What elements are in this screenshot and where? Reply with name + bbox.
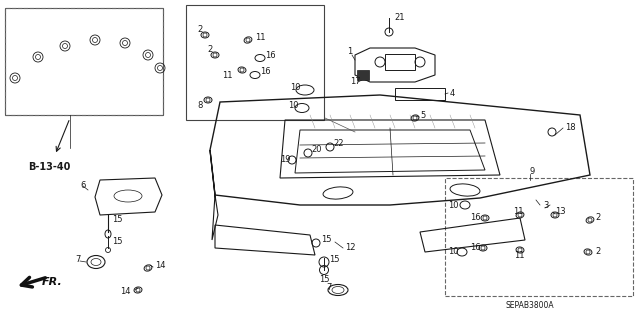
Text: B-13-40: B-13-40 bbox=[28, 162, 70, 172]
Text: 16: 16 bbox=[470, 213, 481, 222]
Text: 11: 11 bbox=[514, 250, 525, 259]
Text: 13: 13 bbox=[555, 207, 566, 217]
Text: 10: 10 bbox=[288, 101, 298, 110]
Text: 21: 21 bbox=[394, 13, 404, 23]
Text: 2: 2 bbox=[595, 248, 600, 256]
Text: 11: 11 bbox=[222, 70, 232, 79]
Text: 12: 12 bbox=[345, 243, 355, 253]
Text: 2: 2 bbox=[207, 46, 212, 55]
Text: 16: 16 bbox=[260, 68, 271, 77]
Bar bbox=[5, 8, 163, 115]
Text: 15: 15 bbox=[329, 256, 339, 264]
Text: 8: 8 bbox=[197, 100, 202, 109]
Text: 10: 10 bbox=[448, 248, 458, 256]
Text: 10: 10 bbox=[290, 84, 301, 93]
Text: 5: 5 bbox=[420, 110, 425, 120]
Text: 7: 7 bbox=[75, 256, 81, 264]
Text: 10: 10 bbox=[448, 201, 458, 210]
Text: SEPAB3800A: SEPAB3800A bbox=[505, 300, 554, 309]
Bar bbox=[445, 178, 633, 296]
Bar bbox=[357, 70, 369, 80]
Text: 15: 15 bbox=[319, 275, 330, 284]
Text: 2: 2 bbox=[197, 26, 202, 34]
Text: 18: 18 bbox=[565, 123, 575, 132]
Bar bbox=[385, 54, 415, 70]
Text: 2: 2 bbox=[595, 212, 600, 221]
Text: 16: 16 bbox=[265, 50, 276, 60]
Text: 4: 4 bbox=[450, 88, 455, 98]
Text: 15: 15 bbox=[112, 216, 122, 225]
Text: 16: 16 bbox=[470, 243, 481, 253]
Text: 15: 15 bbox=[321, 235, 332, 244]
Text: 3: 3 bbox=[543, 201, 548, 210]
Text: 6: 6 bbox=[80, 181, 85, 189]
Text: 19: 19 bbox=[280, 155, 291, 165]
Text: 17: 17 bbox=[350, 78, 360, 86]
Bar bbox=[5, 8, 163, 115]
Text: 22: 22 bbox=[333, 138, 344, 147]
Text: 7: 7 bbox=[326, 284, 332, 293]
Text: FR.: FR. bbox=[42, 277, 63, 287]
Text: 9: 9 bbox=[530, 167, 535, 176]
Text: 14: 14 bbox=[155, 261, 166, 270]
Text: 14: 14 bbox=[120, 287, 131, 296]
Text: 20: 20 bbox=[311, 145, 321, 154]
Bar bbox=[186, 5, 324, 120]
Text: 11: 11 bbox=[255, 33, 266, 42]
Text: 11: 11 bbox=[513, 207, 524, 217]
Text: 1: 1 bbox=[347, 48, 352, 56]
Text: 15: 15 bbox=[112, 238, 122, 247]
